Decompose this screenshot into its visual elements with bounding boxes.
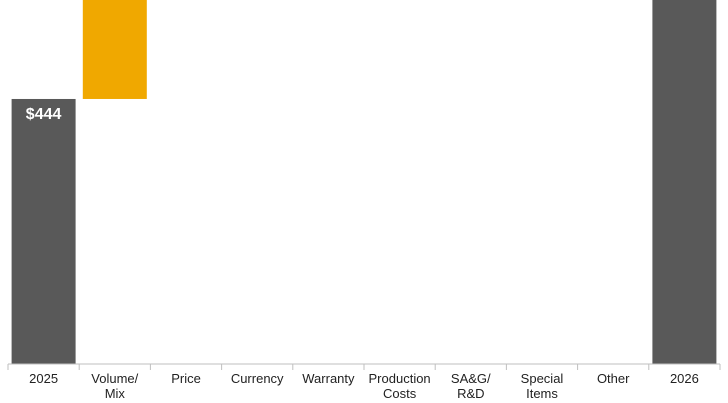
x-axis-ticks bbox=[7, 364, 721, 370]
category-label: Special Items bbox=[521, 371, 564, 401]
category-label: 2026 bbox=[670, 371, 699, 386]
bar-volume-mix bbox=[82, 0, 147, 99]
category-label: Volume/Mix bbox=[91, 371, 138, 401]
category-label: SA&G/R&D bbox=[451, 371, 491, 401]
category-label: Currency bbox=[231, 371, 284, 386]
bar-2025 bbox=[11, 98, 76, 364]
value-label-group: $444$353$73$28($12)($159)($47)$0$18$698 bbox=[26, 106, 62, 123]
category-label: 2025 bbox=[29, 371, 58, 386]
category-label: Warranty bbox=[302, 371, 355, 386]
category-label: Price bbox=[171, 371, 201, 386]
bar-2026 bbox=[652, 0, 717, 364]
category-label: Other bbox=[597, 371, 630, 386]
value-label: $444 bbox=[26, 106, 62, 123]
bar-group bbox=[11, 0, 717, 364]
category-label: Production Costs bbox=[369, 371, 431, 401]
category-label-group: 2025 Volume/Mix Price Currency Warranty Produ… bbox=[29, 371, 699, 401]
